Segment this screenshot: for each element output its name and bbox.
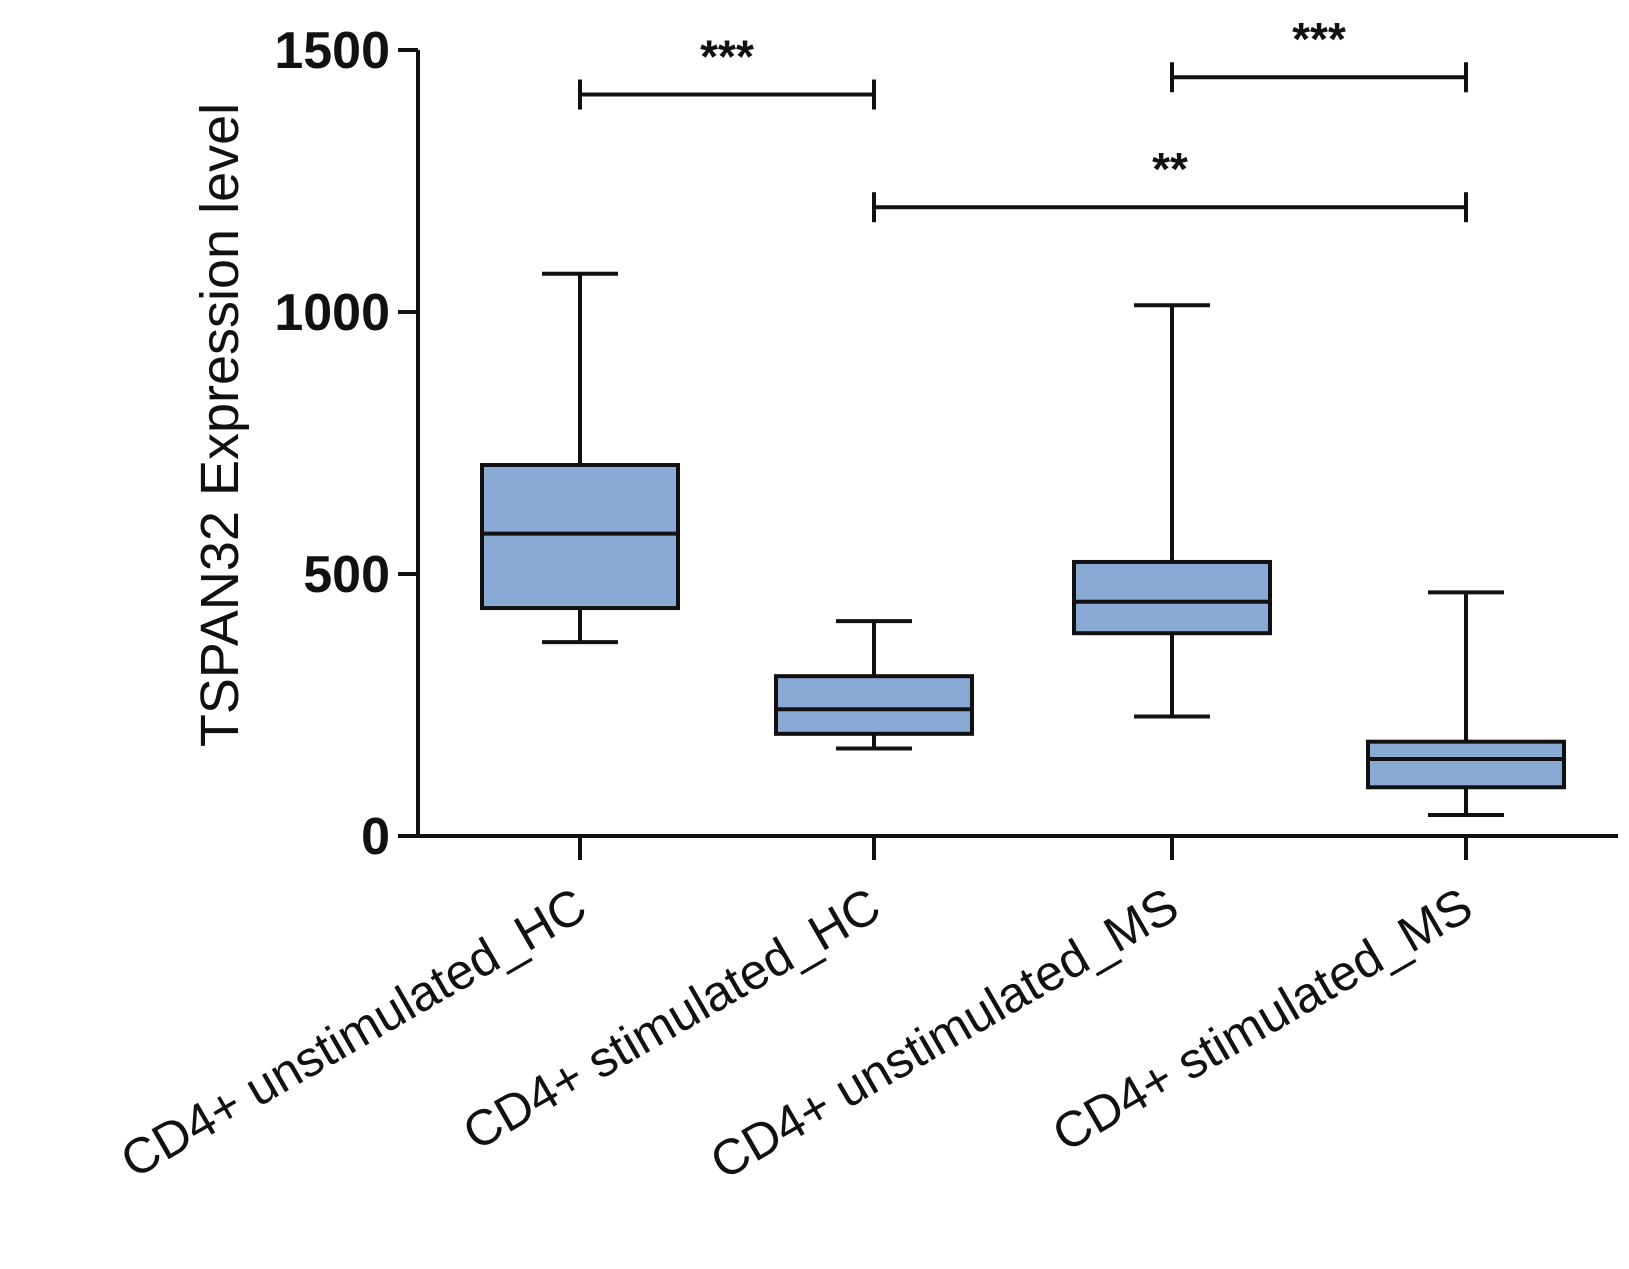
iqr-box (774, 674, 974, 736)
iqr-box (1366, 739, 1566, 790)
significance-label: ** (1152, 143, 1188, 195)
significance-label: *** (1292, 13, 1346, 65)
significance-label: *** (700, 31, 754, 83)
box-group (480, 271, 680, 860)
x-category-label: CD4+ unstimulated_HC (111, 877, 595, 1189)
y-ticks: 0 500 1000 1500 (274, 22, 418, 866)
significance-bracket: *** (1170, 13, 1468, 93)
y-tick-label: 500 (303, 546, 390, 604)
significance-bracket: ** (872, 143, 1468, 223)
y-axis-title-group: TSPAN32 Expression level (190, 103, 250, 747)
box-group (774, 619, 974, 860)
significance-bracket: *** (578, 31, 876, 110)
axes (416, 50, 1618, 838)
iqr-box (480, 463, 680, 611)
boxes (480, 271, 1566, 860)
box-group (1072, 303, 1272, 860)
y-tick-label: 1000 (274, 284, 390, 342)
y-axis-title: TSPAN32 Expression level (190, 103, 250, 747)
y-tick-label: 1500 (274, 22, 390, 80)
x-category-label: CD4+ unstimulated_MS (701, 877, 1187, 1190)
box-group (1366, 590, 1566, 860)
y-tick-label: 0 (361, 808, 390, 866)
significance-brackets: *** ***** (578, 13, 1468, 223)
iqr-box (1072, 559, 1272, 636)
